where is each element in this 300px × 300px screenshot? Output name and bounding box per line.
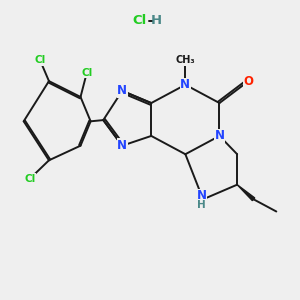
Text: O: O (244, 75, 254, 88)
Text: N: N (180, 78, 190, 91)
Text: Cl: Cl (24, 174, 36, 184)
Text: N: N (117, 139, 127, 152)
Text: CH₃: CH₃ (176, 56, 195, 65)
Text: Cl: Cl (34, 56, 46, 65)
Text: Cl: Cl (81, 68, 92, 78)
Text: H: H (151, 14, 162, 28)
Text: H: H (197, 200, 206, 210)
Text: N: N (214, 129, 224, 142)
Text: N: N (196, 189, 207, 202)
Text: N: N (117, 84, 127, 97)
Text: Cl: Cl (132, 14, 147, 28)
Polygon shape (237, 185, 255, 201)
